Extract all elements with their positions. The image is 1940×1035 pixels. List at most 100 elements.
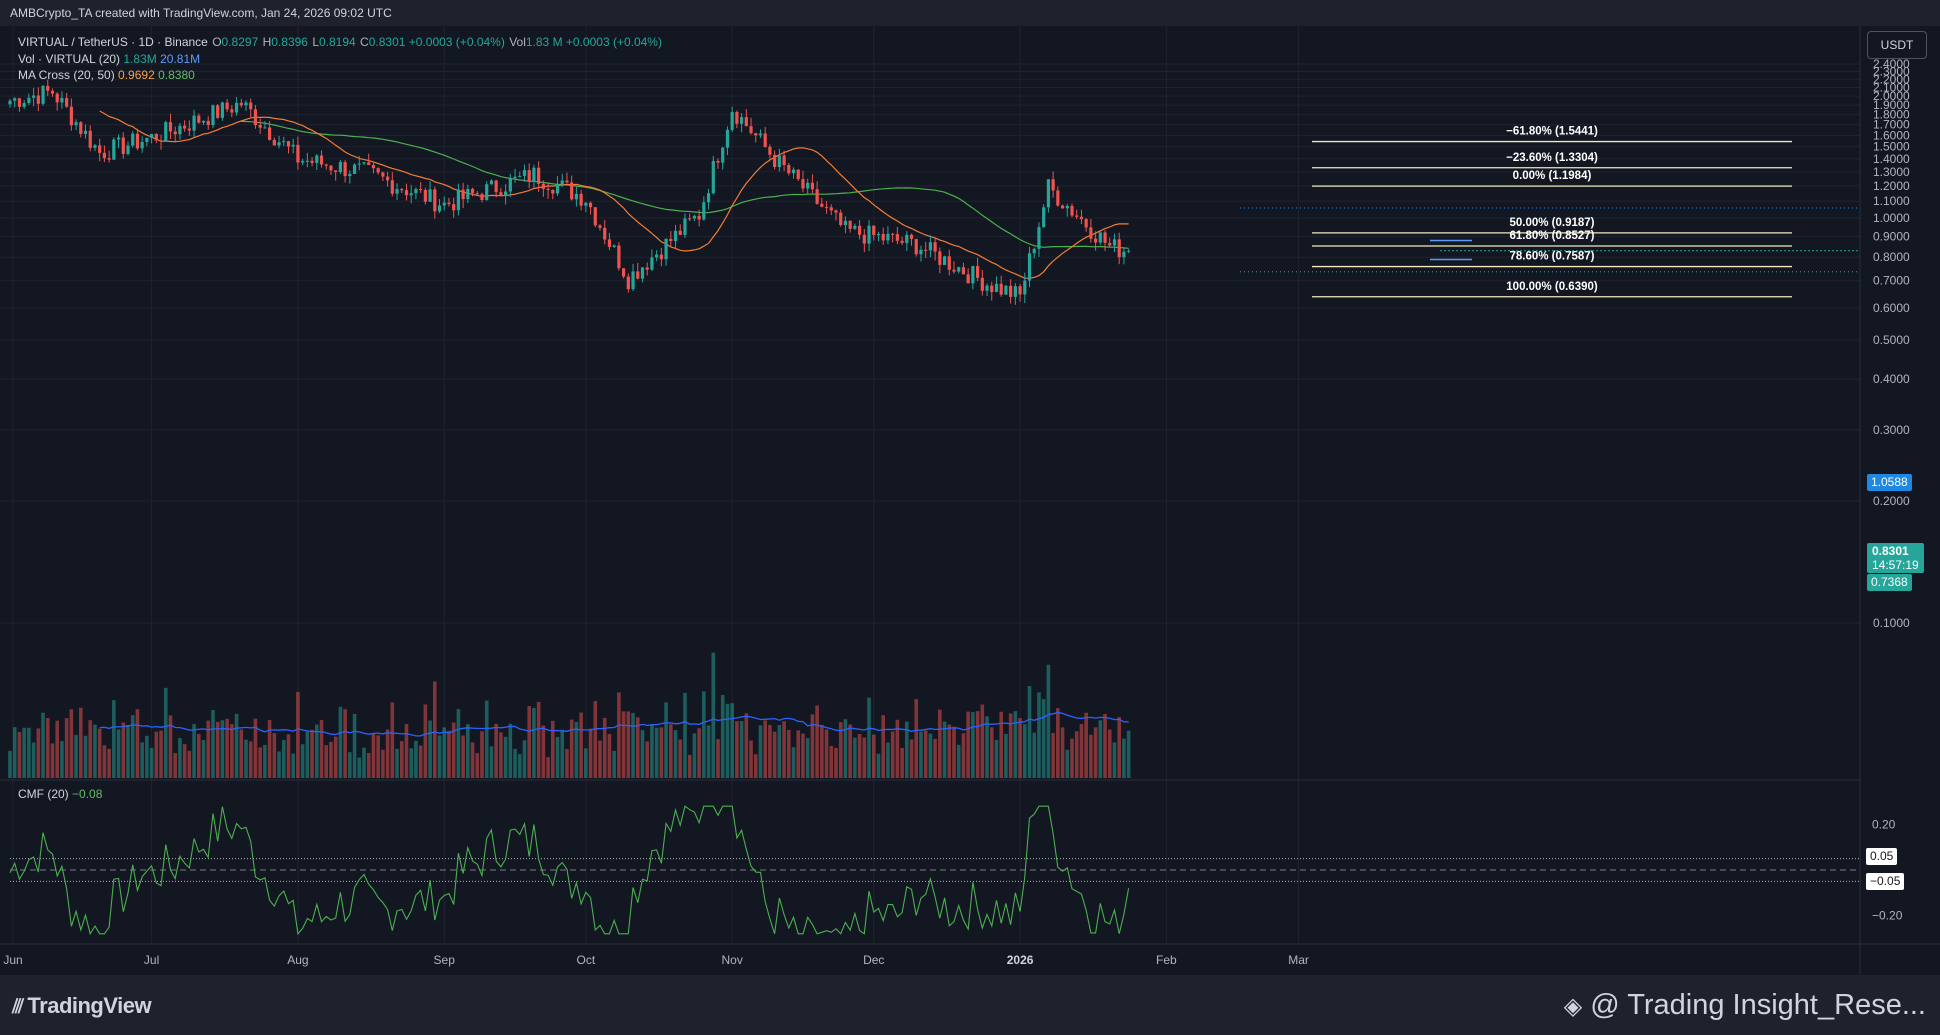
volume-bar [93, 724, 97, 778]
volume-bar [838, 722, 843, 778]
time-axis-label: 2026 [1007, 953, 1034, 967]
volume-bar [310, 729, 314, 778]
volume-bar [985, 716, 989, 778]
low-label: L [312, 35, 319, 49]
candle-body [461, 189, 465, 200]
volume-bar [352, 713, 357, 778]
candle-body [881, 233, 885, 241]
volume-bar [753, 754, 758, 778]
currency-button[interactable]: USDT [1867, 31, 1927, 59]
volume-bar [300, 744, 305, 778]
volume-bar [683, 692, 687, 778]
cmf-title[interactable]: CMF (20) [18, 787, 69, 801]
volume-bar [975, 711, 980, 778]
ma-cross-title[interactable]: MA Cross (20, 50) [18, 68, 115, 82]
candle-body [1056, 190, 1060, 206]
candle-body [971, 266, 975, 284]
candle-body [527, 170, 531, 182]
volume-bar [952, 726, 956, 778]
legend-symbol-row: VIRTUAL / TetherUS · 1D · Binance O0.829… [18, 34, 662, 51]
volume-title[interactable]: Vol · VIRTUAL (20) [18, 51, 121, 66]
cmf-line [9, 805, 1130, 936]
volume-bar [499, 732, 503, 778]
volume-ma-line [99, 711, 1129, 737]
candle-body [655, 254, 659, 258]
volume-bar [1056, 708, 1060, 778]
candle-body [126, 145, 130, 154]
volume-bar [1041, 699, 1046, 778]
volume-bar [834, 747, 838, 778]
volume-bar [919, 731, 923, 778]
candle-body [754, 133, 758, 136]
price-chart[interactable]: −61.80% (1.5441) −23.60% (1.3304) 0.00% (1… [0, 0, 1940, 975]
volume-bar [376, 735, 380, 778]
candle-body [862, 234, 866, 244]
candle-body [839, 212, 843, 226]
volume-bar [140, 742, 144, 778]
candle-body [895, 234, 899, 241]
volume-bar [286, 734, 291, 778]
volume-bar [149, 747, 154, 778]
volume-bar [938, 709, 942, 778]
candle-body [475, 193, 479, 195]
volume-bar [853, 737, 857, 778]
candle-body [957, 267, 961, 272]
candle-body [173, 131, 177, 135]
volume-bar [565, 748, 569, 778]
volume-bar [102, 745, 107, 778]
volume-bar [36, 728, 41, 778]
candle-body [1094, 238, 1098, 243]
volume-bar [88, 720, 93, 778]
candle-body [1051, 179, 1055, 191]
candle-body [1060, 205, 1065, 209]
candle-body [310, 160, 314, 163]
volume-bar [187, 750, 192, 778]
ma-fast-line [99, 110, 1129, 279]
symbol-title[interactable]: VIRTUAL / TetherUS · 1D · Binance [18, 35, 208, 49]
volume-bar [333, 736, 338, 778]
volume-bar [201, 740, 206, 778]
volume-bar [97, 728, 102, 778]
candle-body [46, 85, 50, 91]
volume-bar [428, 720, 432, 778]
candle-body [1013, 286, 1017, 297]
candle-body [154, 133, 158, 141]
volume-bar [470, 742, 475, 778]
volume-bar [966, 711, 970, 778]
volume-bar [64, 718, 69, 778]
candle-body [1042, 207, 1046, 228]
volume-bar [60, 741, 64, 778]
candle-body [404, 190, 409, 196]
candle-body [782, 155, 786, 166]
candle-body [258, 124, 262, 128]
volume-bar [772, 731, 777, 778]
time-axis-label: Mar [1288, 953, 1309, 967]
volume-bar [1103, 713, 1107, 778]
candle-body [400, 189, 404, 191]
time-axis-label: Feb [1156, 953, 1177, 967]
volume-bar [942, 721, 947, 778]
candle-body [631, 271, 635, 290]
volume-ma-value: 20.81M [160, 51, 201, 66]
fib-level-label: 0.00% (1.1984) [1513, 170, 1592, 182]
candle-body [102, 152, 106, 159]
cmf-lower-tag: −0.05 [1866, 873, 1905, 890]
price-axis-label: 1.4000 [1873, 152, 1910, 166]
candle-body [522, 170, 527, 176]
volume-ma-path [99, 711, 1129, 737]
volume-bar [1107, 729, 1112, 778]
volume-bar [527, 706, 531, 778]
candle-body [140, 141, 144, 149]
volume-bar [69, 709, 74, 778]
volume-bar [135, 709, 140, 778]
volume-bar [1098, 720, 1103, 778]
candle-body [201, 120, 206, 123]
volume-bar [886, 742, 890, 778]
candle-body [834, 210, 838, 213]
fib-level-label: −23.60% (1.3304) [1506, 152, 1598, 164]
price-axis-label: 0.8000 [1873, 250, 1910, 264]
tradingview-logo[interactable]: ⫻ TradingView [12, 993, 152, 1019]
candle-body [452, 204, 456, 211]
volume-bar [517, 754, 522, 778]
candle-body [1037, 227, 1041, 249]
